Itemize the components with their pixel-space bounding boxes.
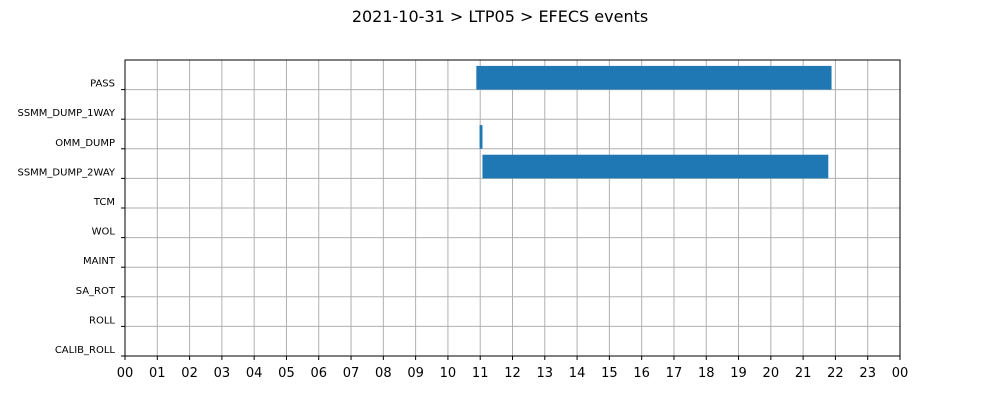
x-tick-label: 20 [763,366,780,381]
bars [476,65,832,179]
event-bar [482,154,829,179]
y-tick-label: CALIB_ROLL [55,345,116,356]
x-tick-label: 13 [537,366,554,381]
x-tick-label: 17 [666,366,683,381]
chart-title: 2021-10-31 > LTP05 > EFECS events [352,7,648,26]
x-tick-label: 21 [795,366,812,381]
y-tick-label: PASS [90,79,115,90]
x-tick-label: 05 [278,366,295,381]
x-tick-label: 19 [730,366,747,381]
x-tick-label: 12 [504,366,521,381]
x-tick-label: 22 [827,366,844,381]
x-tick-label: 06 [310,366,327,381]
y-tick-label: MAINT [83,256,116,267]
x-tick-label: 10 [440,366,457,381]
x-tick-label: 09 [407,366,424,381]
y-tick-label: SSMM_DUMP_1WAY [17,108,115,119]
x-axis: 00 01 02 03 04 05 06 07 08 09 10 11 12 13 14 15 16 17 18 19… [117,356,909,381]
event-bar [479,125,483,149]
x-tick-label: 16 [633,366,650,381]
x-tick-label: 00 [117,366,134,381]
x-tick-label: 00 [892,366,909,381]
x-tick-label: 02 [181,366,198,381]
x-tick-label: 07 [343,366,360,381]
x-tick-label: 14 [569,366,586,381]
x-tick-label: 18 [698,366,715,381]
y-axis: PASS SSMM_DUMP_1WAY OMM_DUMP SSMM_DUMP_2WAY… [17,79,125,357]
y-tick-label: SSMM_DUMP_2WAY [17,167,115,178]
x-tick-label: 15 [601,366,618,381]
y-tick-label: SA_ROT [76,286,116,297]
x-tick-label: 03 [214,366,231,381]
y-tick-label: ROLL [89,315,115,326]
event-bar [476,65,832,90]
x-tick-label: 04 [246,366,263,381]
y-tick-label: WOL [92,227,116,238]
x-tick-label: 08 [375,366,392,381]
y-tick-label: OMM_DUMP [55,138,115,149]
grid [124,60,901,356]
x-tick-label: 11 [472,366,489,381]
x-tick-label: 01 [149,366,166,381]
x-tick-label: 23 [859,366,876,381]
y-tick-label: TCM [93,197,115,208]
